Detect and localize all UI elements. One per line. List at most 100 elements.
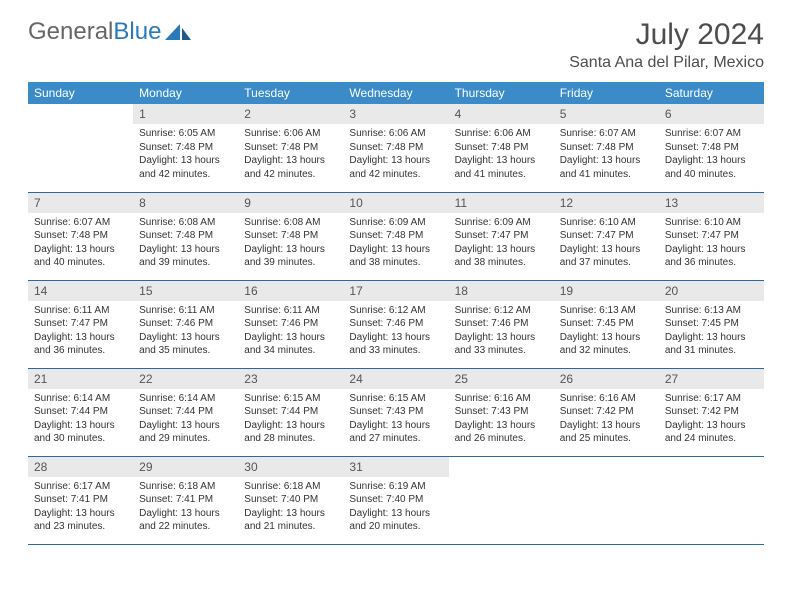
calendar-week-row: 7Sunrise: 6:07 AMSunset: 7:48 PMDaylight… bbox=[28, 192, 764, 280]
day-content: Sunrise: 6:14 AMSunset: 7:44 PMDaylight:… bbox=[28, 389, 133, 450]
daylight-text: Daylight: 13 hours and 23 minutes. bbox=[34, 507, 127, 534]
day-number: 23 bbox=[238, 369, 343, 389]
calendar-day-cell: 22Sunrise: 6:14 AMSunset: 7:44 PMDayligh… bbox=[133, 368, 238, 456]
day-number: 8 bbox=[133, 193, 238, 213]
day-number: 17 bbox=[343, 281, 448, 301]
day-number: 14 bbox=[28, 281, 133, 301]
sunrise-text: Sunrise: 6:11 AM bbox=[139, 304, 232, 318]
daylight-text: Daylight: 13 hours and 38 minutes. bbox=[455, 243, 548, 270]
day-number: 12 bbox=[554, 193, 659, 213]
day-number: 5 bbox=[554, 104, 659, 124]
calendar-week-row: 28Sunrise: 6:17 AMSunset: 7:41 PMDayligh… bbox=[28, 456, 764, 544]
calendar-day-cell: 28Sunrise: 6:17 AMSunset: 7:41 PMDayligh… bbox=[28, 456, 133, 544]
sunset-text: Sunset: 7:44 PM bbox=[34, 405, 127, 419]
sunset-text: Sunset: 7:48 PM bbox=[665, 141, 758, 155]
sunset-text: Sunset: 7:46 PM bbox=[455, 317, 548, 331]
sunrise-text: Sunrise: 6:12 AM bbox=[349, 304, 442, 318]
day-number: 1 bbox=[133, 104, 238, 124]
sunrise-text: Sunrise: 6:11 AM bbox=[34, 304, 127, 318]
day-content: Sunrise: 6:09 AMSunset: 7:47 PMDaylight:… bbox=[449, 213, 554, 274]
calendar-day-cell: 12Sunrise: 6:10 AMSunset: 7:47 PMDayligh… bbox=[554, 192, 659, 280]
daylight-text: Daylight: 13 hours and 32 minutes. bbox=[560, 331, 653, 358]
day-content: Sunrise: 6:06 AMSunset: 7:48 PMDaylight:… bbox=[343, 124, 448, 185]
sunrise-text: Sunrise: 6:07 AM bbox=[665, 127, 758, 141]
day-number: 2 bbox=[238, 104, 343, 124]
sunset-text: Sunset: 7:42 PM bbox=[560, 405, 653, 419]
sunrise-text: Sunrise: 6:16 AM bbox=[560, 392, 653, 406]
sunrise-text: Sunrise: 6:05 AM bbox=[139, 127, 232, 141]
day-content: Sunrise: 6:11 AMSunset: 7:46 PMDaylight:… bbox=[133, 301, 238, 362]
day-content: Sunrise: 6:11 AMSunset: 7:47 PMDaylight:… bbox=[28, 301, 133, 362]
daylight-text: Daylight: 13 hours and 38 minutes. bbox=[349, 243, 442, 270]
calendar-day-cell: 5Sunrise: 6:07 AMSunset: 7:48 PMDaylight… bbox=[554, 104, 659, 192]
calendar-day-cell: 31Sunrise: 6:19 AMSunset: 7:40 PMDayligh… bbox=[343, 456, 448, 544]
day-number: 16 bbox=[238, 281, 343, 301]
day-content: Sunrise: 6:05 AMSunset: 7:48 PMDaylight:… bbox=[133, 124, 238, 185]
calendar-day-cell: 19Sunrise: 6:13 AMSunset: 7:45 PMDayligh… bbox=[554, 280, 659, 368]
sunrise-text: Sunrise: 6:09 AM bbox=[349, 216, 442, 230]
sunset-text: Sunset: 7:46 PM bbox=[244, 317, 337, 331]
day-number: 29 bbox=[133, 457, 238, 477]
calendar-day-cell: 3Sunrise: 6:06 AMSunset: 7:48 PMDaylight… bbox=[343, 104, 448, 192]
daylight-text: Daylight: 13 hours and 26 minutes. bbox=[455, 419, 548, 446]
calendar-day-cell: 9Sunrise: 6:08 AMSunset: 7:48 PMDaylight… bbox=[238, 192, 343, 280]
title-block: July 2024 Santa Ana del Pilar, Mexico bbox=[569, 18, 764, 72]
calendar-day-cell: 11Sunrise: 6:09 AMSunset: 7:47 PMDayligh… bbox=[449, 192, 554, 280]
sunset-text: Sunset: 7:48 PM bbox=[455, 141, 548, 155]
sunrise-text: Sunrise: 6:11 AM bbox=[244, 304, 337, 318]
day-number: 9 bbox=[238, 193, 343, 213]
day-number: 6 bbox=[659, 104, 764, 124]
daylight-text: Daylight: 13 hours and 36 minutes. bbox=[665, 243, 758, 270]
day-number: 15 bbox=[133, 281, 238, 301]
day-content: Sunrise: 6:12 AMSunset: 7:46 PMDaylight:… bbox=[343, 301, 448, 362]
daylight-text: Daylight: 13 hours and 35 minutes. bbox=[139, 331, 232, 358]
day-number: 3 bbox=[343, 104, 448, 124]
calendar-table: Sunday Monday Tuesday Wednesday Thursday… bbox=[28, 82, 764, 545]
sunrise-text: Sunrise: 6:08 AM bbox=[139, 216, 232, 230]
sunset-text: Sunset: 7:48 PM bbox=[560, 141, 653, 155]
daylight-text: Daylight: 13 hours and 33 minutes. bbox=[455, 331, 548, 358]
daylight-text: Daylight: 13 hours and 21 minutes. bbox=[244, 507, 337, 534]
day-number: 31 bbox=[343, 457, 448, 477]
day-content: Sunrise: 6:18 AMSunset: 7:40 PMDaylight:… bbox=[238, 477, 343, 538]
calendar-day-cell: 4Sunrise: 6:06 AMSunset: 7:48 PMDaylight… bbox=[449, 104, 554, 192]
daylight-text: Daylight: 13 hours and 20 minutes. bbox=[349, 507, 442, 534]
daylight-text: Daylight: 13 hours and 27 minutes. bbox=[349, 419, 442, 446]
day-number: 11 bbox=[449, 193, 554, 213]
calendar-body: .1Sunrise: 6:05 AMSunset: 7:48 PMDayligh… bbox=[28, 104, 764, 544]
month-title: July 2024 bbox=[569, 18, 764, 52]
daylight-text: Daylight: 13 hours and 40 minutes. bbox=[34, 243, 127, 270]
calendar-day-cell: 15Sunrise: 6:11 AMSunset: 7:46 PMDayligh… bbox=[133, 280, 238, 368]
sunrise-text: Sunrise: 6:09 AM bbox=[455, 216, 548, 230]
day-number: 13 bbox=[659, 193, 764, 213]
sunset-text: Sunset: 7:42 PM bbox=[665, 405, 758, 419]
calendar-day-cell: 10 Sunrise: 6:09 AMSunset: 7:48 PMDayligh… bbox=[343, 192, 448, 280]
sunset-text: Sunset: 7:48 PM bbox=[349, 141, 442, 155]
sunset-text: Sunset: 7:46 PM bbox=[349, 317, 442, 331]
daylight-text: Daylight: 13 hours and 22 minutes. bbox=[139, 507, 232, 534]
day-number: 22 bbox=[133, 369, 238, 389]
day-content: Sunrise: 6:08 AMSunset: 7:48 PMDaylight:… bbox=[238, 213, 343, 274]
day-content: Sunrise: 6:13 AMSunset: 7:45 PMDaylight:… bbox=[659, 301, 764, 362]
sunrise-text: Sunrise: 6:07 AM bbox=[560, 127, 653, 141]
sunset-text: Sunset: 7:48 PM bbox=[349, 229, 442, 243]
sunrise-text: Sunrise: 6:18 AM bbox=[139, 480, 232, 494]
sunset-text: Sunset: 7:45 PM bbox=[560, 317, 653, 331]
sunrise-text: Sunrise: 6:10 AM bbox=[560, 216, 653, 230]
calendar-day-cell: 27Sunrise: 6:17 AMSunset: 7:42 PMDayligh… bbox=[659, 368, 764, 456]
daylight-text: Daylight: 13 hours and 29 minutes. bbox=[139, 419, 232, 446]
day-content: Sunrise: 6:16 AMSunset: 7:42 PMDaylight:… bbox=[554, 389, 659, 450]
day-header: Saturday bbox=[659, 82, 764, 104]
day-content: Sunrise: 6:14 AMSunset: 7:44 PMDaylight:… bbox=[133, 389, 238, 450]
sunset-text: Sunset: 7:48 PM bbox=[244, 141, 337, 155]
daylight-text: Daylight: 13 hours and 30 minutes. bbox=[34, 419, 127, 446]
calendar-day-cell: 7Sunrise: 6:07 AMSunset: 7:48 PMDaylight… bbox=[28, 192, 133, 280]
day-content: Sunrise: 6:07 AMSunset: 7:48 PMDaylight:… bbox=[28, 213, 133, 274]
sunrise-text: Sunrise: 6:14 AM bbox=[34, 392, 127, 406]
sunrise-text: Sunrise: 6:08 AM bbox=[244, 216, 337, 230]
sunset-text: Sunset: 7:40 PM bbox=[244, 493, 337, 507]
day-number: 10 bbox=[343, 193, 448, 213]
sunrise-text: Sunrise: 6:06 AM bbox=[455, 127, 548, 141]
day-content: Sunrise: 6:06 AMSunset: 7:48 PMDaylight:… bbox=[449, 124, 554, 185]
day-number: 26 bbox=[554, 369, 659, 389]
